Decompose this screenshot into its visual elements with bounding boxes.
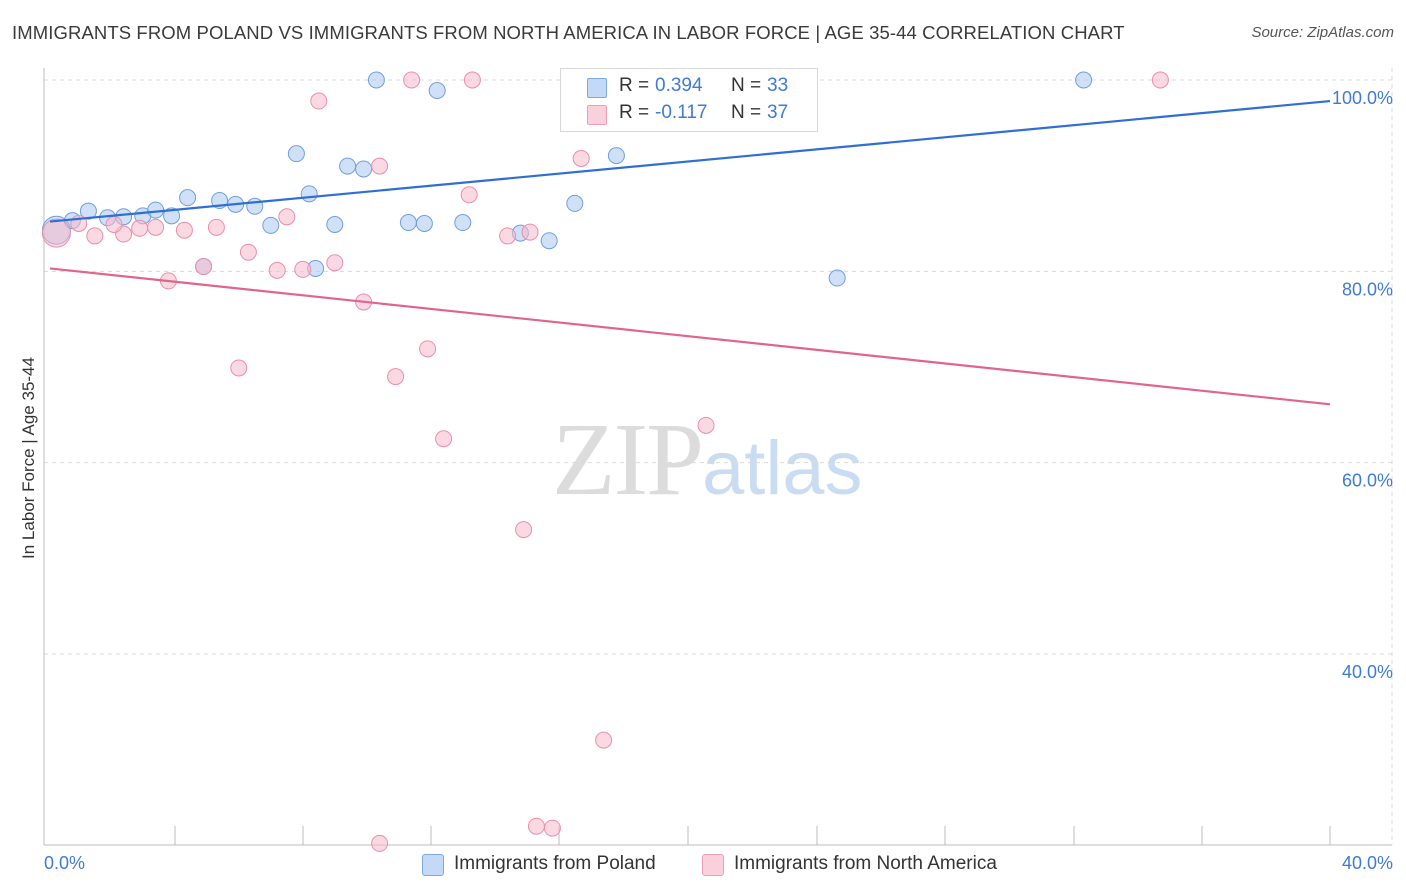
poland-point [355,160,373,178]
legend-n-value-poland: 33 [767,75,789,96]
north-america-point [147,218,165,236]
y-tick-label: 40.0% [1342,662,1393,682]
north-america-point [419,340,437,358]
north-america-point [1151,71,1169,89]
poland-point [287,145,305,163]
poland-point [262,216,280,234]
north-america-point [86,227,104,245]
legend-swatch-north-america [702,854,724,876]
chart-title: IMMIGRANTS FROM POLAND VS IMMIGRANTS FRO… [12,22,1125,43]
north-america-point [310,92,328,110]
poland-point [339,157,357,175]
north-america-point [463,71,481,89]
correlation-legend: R = 0.394 N = 33 R = -0.117 N = 37 [560,68,818,132]
north-america-point [294,260,312,278]
poland-point [326,215,344,233]
north-america-point [521,223,539,241]
watermark-zip: ZIP [552,402,704,517]
north-america-point [371,157,389,175]
north-america-point [195,258,213,276]
legend-swatch-poland [422,854,444,876]
poland-point [566,194,584,212]
series-north-america-points [41,71,1169,852]
north-america-point [572,149,590,167]
poland-point [428,82,446,100]
poland-point [607,147,625,165]
poland-point [415,215,433,232]
north-america-point [697,416,715,434]
legend-label-north-america: Immigrants from North America [734,853,997,874]
legend-n-value-north-america: 37 [767,102,789,123]
north-america-point [230,359,248,377]
legend-swatch-north-america [587,105,607,125]
poland-point [179,189,197,207]
source-label: Source: ZipAtlas.com [1251,24,1394,41]
axes [43,68,1392,846]
north-america-point [278,208,296,226]
north-america-point [239,243,257,261]
poland-point [367,71,385,89]
north-america-point [499,227,517,245]
poland-point [540,232,558,250]
trend-line-north-america [49,267,1331,406]
watermark: ZIPatlas [552,400,863,519]
tick-labels: 100.0% 80.0% 60.0% 40.0% 0.0% 40.0% [44,88,1393,873]
poland-point [1075,71,1093,89]
poland-point [163,207,181,225]
north-america-point [527,817,545,835]
north-america-point [387,368,405,386]
poland-point [454,214,472,232]
legend-r-value-north-america: -0.117 [655,102,708,123]
poland-point [399,214,417,232]
north-america-point [326,254,344,272]
north-america-point [595,731,613,749]
y-tick-label: 100.0% [1332,88,1393,108]
data-points [41,71,1169,852]
y-tick-label: 60.0% [1342,471,1393,491]
north-america-point [543,819,561,837]
north-america-point [207,218,225,236]
legend-r-value-poland: 0.394 [655,75,703,96]
legend-label-poland: Immigrants from Poland [454,853,656,874]
x-tick-label: 0.0% [44,853,85,873]
legend-n-label: N = [731,102,762,123]
legend-r-label: R = [619,102,650,123]
north-america-point [403,71,421,89]
series-legend: Immigrants from Poland Immigrants from N… [0,852,1406,878]
north-america-point [435,430,453,448]
north-america-point [175,221,193,239]
gridlines [44,68,1393,845]
y-tick-label: 80.0% [1342,279,1393,299]
north-america-point [268,261,286,279]
poland-point [300,185,318,203]
north-america-point [460,186,478,204]
legend-swatch-poland [587,78,607,98]
north-america-point [515,521,533,539]
poland-point [828,269,846,287]
trend-lines [49,99,1331,406]
north-america-point [105,215,123,233]
x-tick-label: 40.0% [1342,853,1393,873]
legend-r-label: R = [619,75,650,96]
north-america-point [41,218,71,248]
north-america-point [371,834,389,852]
north-america-point [131,219,149,237]
trend-line-poland [49,99,1331,223]
legend-n-label: N = [731,75,762,96]
watermark-atlas: atlas [702,426,863,511]
